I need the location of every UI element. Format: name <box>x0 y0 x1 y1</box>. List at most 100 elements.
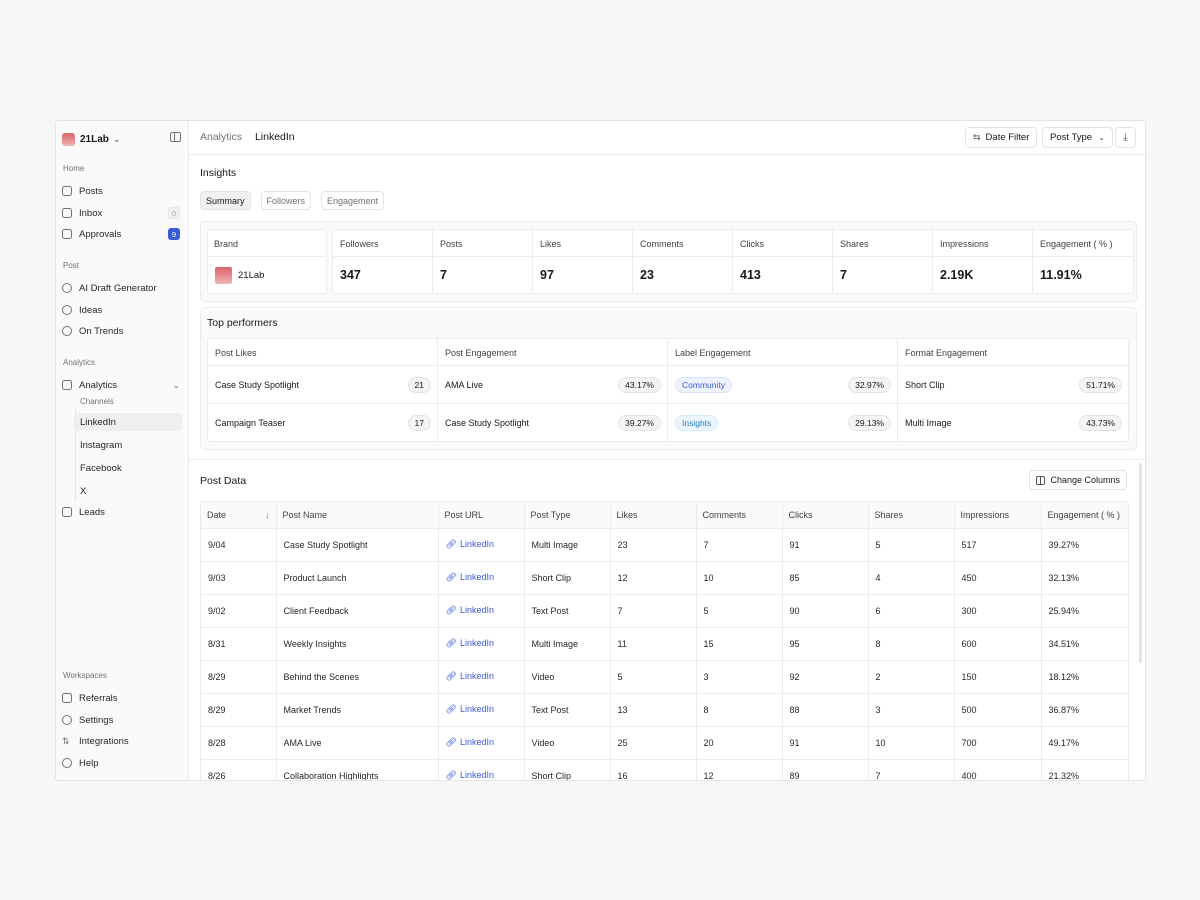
post-type-select[interactable]: Post Type ⌄ <box>1042 127 1113 148</box>
table-row[interactable]: 8/28 AMA Live 🔗︎ LinkedIn Video 25 20 91 10 700 49… <box>201 726 1128 760</box>
channel-item-linkedin[interactable]: LinkedIn <box>74 413 182 431</box>
tab-engagement[interactable]: Engagement <box>321 191 385 210</box>
sidebar-item-help[interactable]: Help <box>62 754 182 772</box>
date-filter-button[interactable]: ⇆ Date Filter <box>965 127 1038 148</box>
tp-row-name: Campaign Teaser <box>215 418 286 428</box>
cell-text: 90 <box>789 605 800 616</box>
post-url-link[interactable]: 🔗︎ LinkedIn <box>438 660 525 694</box>
column-header[interactable]: Post Type <box>524 502 611 529</box>
sort-down-icon[interactable]: ↓ <box>265 509 270 520</box>
sidebar-item-ideas[interactable]: Ideas <box>62 301 182 319</box>
cell-text: LinkedIn <box>459 605 494 615</box>
table-row[interactable]: 9/04 Case Study Spotlight 🔗︎ LinkedIn Multi … <box>201 528 1128 562</box>
cell-text: Video <box>531 737 555 748</box>
cell-text: 89 <box>789 770 800 781</box>
vertical-scrollbar[interactable] <box>1139 463 1142 663</box>
tp-row[interactable]: Insights 29.13% <box>668 404 897 441</box>
column-header[interactable]: Post Name <box>276 502 439 529</box>
brand-header: Brand <box>208 230 326 257</box>
main-content: Analytics LinkedIn ⇆ Date Filter Post Ty… <box>189 121 1145 780</box>
tp-row[interactable]: Community 32.97% <box>668 366 897 404</box>
table-cell: Multi Image <box>524 627 611 661</box>
tab-followers[interactable]: Followers <box>260 191 312 210</box>
sidebar-item-on-trends[interactable]: On Trends <box>62 322 182 340</box>
tp-row[interactable]: Campaign Teaser 17 <box>208 404 437 441</box>
sidebar-item-label: Settings <box>79 714 114 726</box>
tp-row[interactable]: Multi Image 43.73% <box>898 404 1128 441</box>
column-header[interactable]: Shares <box>868 502 955 529</box>
table-cell: 9/03 <box>201 561 277 595</box>
post-url-link[interactable]: 🔗︎ LinkedIn <box>438 561 525 595</box>
post-url-link[interactable]: 🔗︎ LinkedIn <box>438 594 525 628</box>
post-url-link[interactable]: 🔗︎ LinkedIn <box>438 759 525 780</box>
table-cell: 400 <box>954 759 1042 781</box>
chevron-down-icon: ⌄ <box>1098 133 1105 142</box>
sidebar-item-ai-draft-generator[interactable]: AI Draft Generator <box>62 279 182 297</box>
change-columns-button[interactable]: Change Columns <box>1029 470 1127 490</box>
channel-item-x[interactable]: X <box>74 482 182 500</box>
swap-icon: ⇆ <box>973 132 981 142</box>
table-cell: 8 <box>868 627 955 661</box>
column-header[interactable]: Post URL <box>438 502 525 529</box>
column-header[interactable]: Likes <box>610 502 697 529</box>
table-cell: 39.27% <box>1041 528 1128 562</box>
tp-row[interactable]: Case Study Spotlight 39.27% <box>438 404 667 441</box>
table-cell: 8/28 <box>201 726 277 760</box>
sidebar-item-inbox[interactable]: Inbox 0 <box>62 204 182 222</box>
column-header[interactable]: Clicks <box>782 502 869 529</box>
column-header[interactable]: Impressions <box>954 502 1042 529</box>
breadcrumb-analytics[interactable]: Analytics <box>200 131 243 143</box>
tp-row[interactable]: Short Clip 51.71% <box>898 366 1128 404</box>
download-button[interactable]: ⤓ <box>1115 127 1136 148</box>
tp-row-value: 51.71% <box>1079 376 1122 393</box>
cell-text: 34.51% <box>1048 638 1080 649</box>
sidebar-item-posts[interactable]: Posts <box>62 182 182 200</box>
cell-text: 400 <box>961 770 977 781</box>
tp-row[interactable]: Case Study Spotlight 21 <box>208 366 437 404</box>
cell-text: 8/31 <box>208 638 226 649</box>
sidebar-item-settings[interactable]: Settings <box>62 711 182 729</box>
sidebar-item-leads[interactable]: Leads <box>62 503 182 521</box>
cell-text: 7 <box>703 539 709 550</box>
sidebar-item-approvals[interactable]: Approvals 9 <box>62 225 182 243</box>
brand-card: Brand 21Lab <box>207 229 327 294</box>
sidebar-item-analytics[interactable]: Analytics ⌄ <box>62 376 182 394</box>
channel-item-instagram[interactable]: Instagram <box>74 436 182 454</box>
top-bar: Analytics LinkedIn ⇆ Date Filter Post Ty… <box>189 121 1145 155</box>
post-url-link[interactable]: 🔗︎ LinkedIn <box>438 726 525 760</box>
download-icon: ⤓ <box>1123 132 1128 143</box>
cell-text: 11 <box>617 638 627 649</box>
column-header-label: Post Type <box>530 509 571 520</box>
tp-row-name: Case Study Spotlight <box>445 418 530 428</box>
tp-row-value: 32.97% <box>848 376 891 393</box>
table-row[interactable]: 9/02 Client Feedback 🔗︎ LinkedIn Text Post 7 5… <box>201 594 1128 628</box>
metric-value: 2.19K <box>940 268 974 282</box>
sidebar-item-referrals[interactable]: Referrals <box>62 689 182 707</box>
column-header[interactable]: Date ↓ <box>201 502 277 529</box>
cell-text: 3 <box>703 671 709 682</box>
table-cell: 3 <box>696 660 783 694</box>
channel-item-facebook[interactable]: Facebook <box>74 459 182 477</box>
column-header[interactable]: Engagement ( % ) <box>1041 502 1128 529</box>
column-header[interactable]: Comments <box>696 502 783 529</box>
tab-summary[interactable]: Summary <box>200 191 251 210</box>
brand-switcher[interactable]: 21Lab ⌄ <box>62 130 120 148</box>
sidebar-item-label: On Trends <box>79 325 124 337</box>
post-url-link[interactable]: 🔗︎ LinkedIn <box>438 627 525 661</box>
sidebar-toggle-icon[interactable] <box>170 132 181 142</box>
table-row[interactable]: 8/29 Behind the Scenes 🔗︎ LinkedIn Video 5 3 92… <box>201 660 1128 694</box>
sidebar-item-integrations[interactable]: ⇅ Integrations <box>62 732 182 750</box>
table-cell: 8 <box>696 693 783 727</box>
tp-row-value: 17 <box>407 415 431 431</box>
table-row[interactable]: 8/31 Weekly Insights 🔗︎ LinkedIn Multi Image… <box>201 627 1128 661</box>
table-row[interactable]: 9/03 Product Launch 🔗︎ LinkedIn Short Clip 12… <box>201 561 1128 595</box>
table-row[interactable]: 8/26 Collaboration Highlights 🔗︎ LinkedIn Sh… <box>201 759 1128 781</box>
sidebar-item-label: Leads <box>79 506 105 518</box>
post-url-link[interactable]: 🔗︎ LinkedIn <box>438 528 525 562</box>
post-url-link[interactable]: 🔗︎ LinkedIn <box>438 693 525 727</box>
cell-text: Product Launch <box>283 572 347 583</box>
gift-icon <box>62 693 72 703</box>
tp-row[interactable]: AMA Live 43.17% <box>438 366 667 404</box>
table-row[interactable]: 8/29 Market Trends 🔗︎ LinkedIn Text Post 13 8 8… <box>201 693 1128 727</box>
link-icon: 🔗︎ <box>445 704 457 714</box>
